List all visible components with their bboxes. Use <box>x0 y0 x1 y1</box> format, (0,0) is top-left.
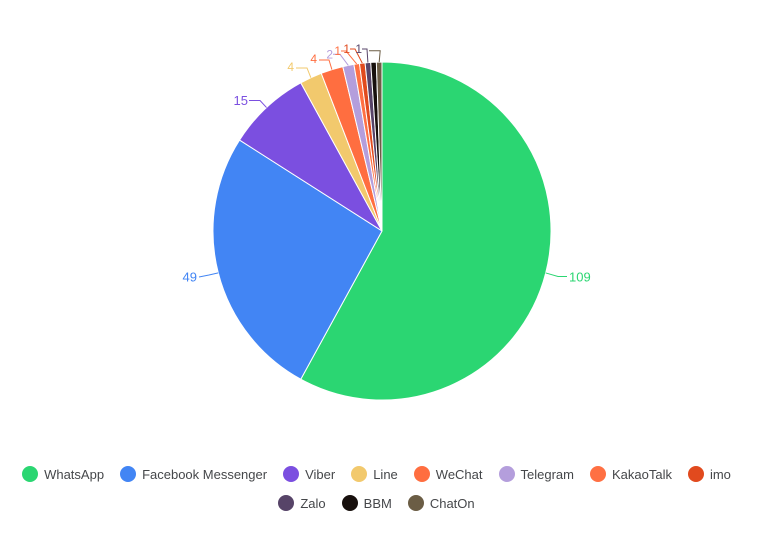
svg-text:1: 1 <box>355 42 362 56</box>
svg-text:1: 1 <box>343 42 350 56</box>
svg-text:1: 1 <box>334 44 341 58</box>
svg-text:15: 15 <box>234 93 248 108</box>
svg-text:49: 49 <box>183 270 197 285</box>
svg-text:109: 109 <box>569 270 591 285</box>
svg-text:4: 4 <box>287 60 294 74</box>
svg-text:4: 4 <box>310 52 317 66</box>
svg-text:2: 2 <box>326 47 333 61</box>
